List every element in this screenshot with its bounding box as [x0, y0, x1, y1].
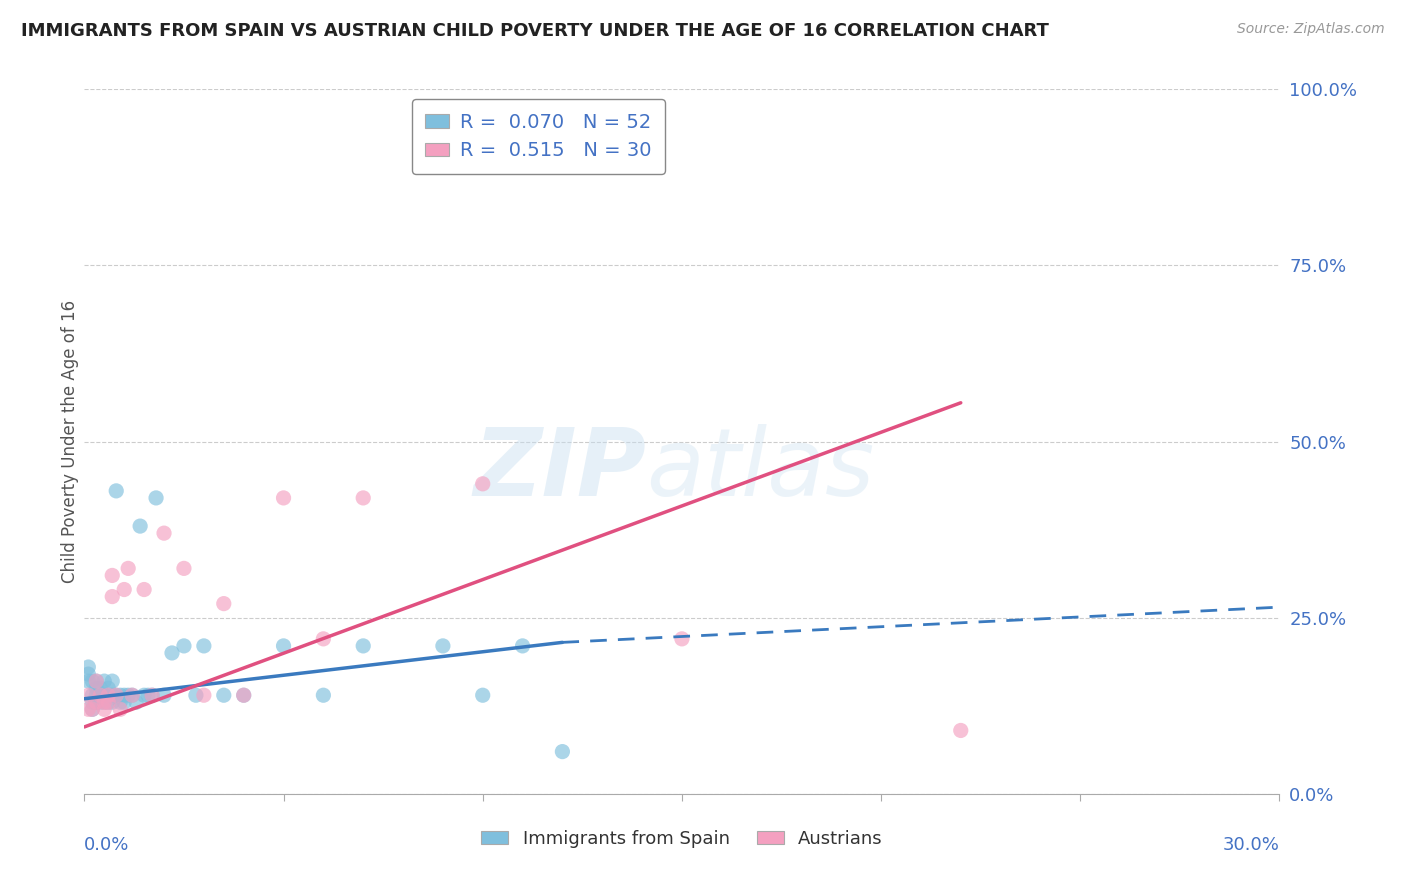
Point — [77, 702, 100, 716]
Point — [86, 695, 108, 709]
Point — [471, 688, 494, 702]
Point — [129, 519, 152, 533]
Point — [97, 695, 120, 709]
Point — [105, 688, 128, 702]
Point — [512, 639, 534, 653]
Point — [132, 688, 156, 702]
Point — [949, 723, 972, 738]
Point — [132, 582, 156, 597]
Point — [352, 491, 374, 505]
Point — [312, 632, 335, 646]
Point — [97, 688, 120, 702]
Point — [86, 688, 108, 702]
Point — [97, 688, 120, 702]
Point — [101, 688, 124, 702]
Point — [184, 688, 207, 702]
Point — [86, 695, 108, 709]
Point — [89, 695, 111, 709]
Point — [212, 597, 235, 611]
Text: 30.0%: 30.0% — [1223, 836, 1279, 855]
Point — [89, 688, 111, 702]
Legend: Immigrants from Spain, Austrians: Immigrants from Spain, Austrians — [474, 823, 890, 855]
Point — [145, 491, 167, 505]
Point — [121, 688, 143, 702]
Point — [77, 660, 100, 674]
Text: ZIP: ZIP — [474, 424, 647, 516]
Point — [86, 674, 108, 689]
Point — [82, 702, 104, 716]
Point — [93, 688, 115, 702]
Point — [671, 632, 693, 646]
Point — [117, 688, 139, 702]
Point — [77, 688, 100, 702]
Point — [312, 688, 335, 702]
Point — [97, 681, 120, 696]
Point — [93, 695, 115, 709]
Point — [89, 681, 111, 696]
Point — [110, 688, 132, 702]
Point — [101, 674, 124, 689]
Point — [551, 745, 574, 759]
Point — [352, 639, 374, 653]
Point — [112, 695, 135, 709]
Point — [121, 688, 143, 702]
Point — [89, 688, 111, 702]
Point — [232, 688, 254, 702]
Point — [86, 681, 108, 696]
Point — [112, 582, 135, 597]
Point — [93, 674, 115, 689]
Point — [105, 483, 128, 498]
Point — [141, 688, 163, 702]
Point — [136, 688, 159, 702]
Point — [117, 561, 139, 575]
Point — [97, 695, 120, 709]
Point — [105, 688, 128, 702]
Point — [193, 688, 215, 702]
Point — [77, 667, 100, 681]
Point — [101, 590, 124, 604]
Text: atlas: atlas — [647, 425, 875, 516]
Point — [173, 639, 195, 653]
Point — [101, 568, 124, 582]
Point — [112, 688, 135, 702]
Point — [110, 702, 132, 716]
Point — [77, 674, 100, 689]
Point — [432, 639, 454, 653]
Point — [471, 476, 494, 491]
Text: 0.0%: 0.0% — [84, 836, 129, 855]
Point — [101, 695, 124, 709]
Point — [232, 688, 254, 702]
Point — [160, 646, 183, 660]
Point — [82, 674, 104, 689]
Point — [93, 695, 115, 709]
Point — [93, 702, 115, 716]
Point — [153, 688, 176, 702]
Point — [212, 688, 235, 702]
Text: IMMIGRANTS FROM SPAIN VS AUSTRIAN CHILD POVERTY UNDER THE AGE OF 16 CORRELATION : IMMIGRANTS FROM SPAIN VS AUSTRIAN CHILD … — [21, 22, 1049, 40]
Point — [125, 695, 148, 709]
Point — [193, 639, 215, 653]
Point — [273, 491, 295, 505]
Point — [110, 695, 132, 709]
Point — [173, 561, 195, 575]
Text: Source: ZipAtlas.com: Source: ZipAtlas.com — [1237, 22, 1385, 37]
Point — [82, 688, 104, 702]
Point — [86, 695, 108, 709]
Point — [141, 688, 163, 702]
Y-axis label: Child Poverty Under the Age of 16: Child Poverty Under the Age of 16 — [62, 300, 80, 583]
Point — [86, 674, 108, 689]
Point — [82, 695, 104, 709]
Point — [153, 526, 176, 541]
Point — [82, 702, 104, 716]
Point — [273, 639, 295, 653]
